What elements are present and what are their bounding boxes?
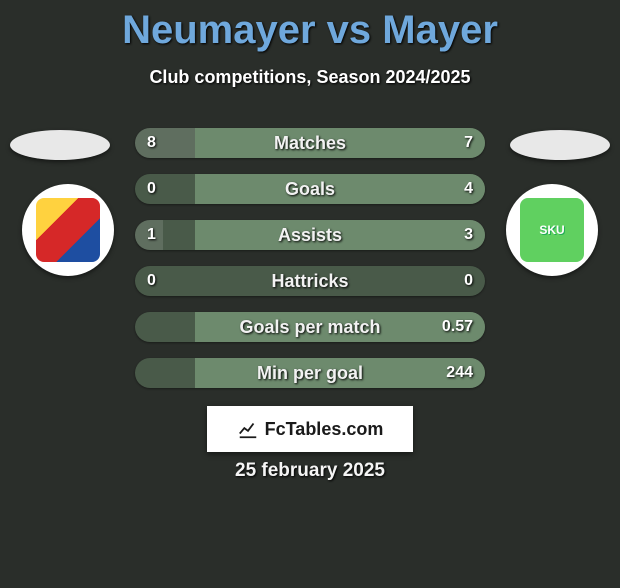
stat-bar-value-right: 3 xyxy=(464,220,473,250)
page-title: Neumayer vs Mayer xyxy=(0,8,620,53)
player-avatar-left xyxy=(10,130,110,160)
chart-icon xyxy=(237,418,259,440)
club-badge-right-inner: SKU xyxy=(520,198,584,262)
stat-bar-value-left: 8 xyxy=(147,128,156,158)
stat-bar: Hattricks0 0 xyxy=(135,266,485,296)
stat-bar-value-right: 0.57 xyxy=(442,312,473,342)
stat-bar-label: Matches xyxy=(135,128,485,158)
player-avatar-right xyxy=(510,130,610,160)
stat-bar-label: Goals per match xyxy=(135,312,485,342)
stat-bar: Assists1 3 xyxy=(135,220,485,250)
date-text: 25 february 2025 xyxy=(0,460,620,482)
club-badge-left xyxy=(22,184,114,276)
stat-bar-value-left: 0 xyxy=(147,174,156,204)
stat-bar-value-right: 244 xyxy=(446,358,473,388)
stat-bars: Matches87Goals04Assists13Hattricks00Goal… xyxy=(135,128,485,388)
stat-bar-label: Goals xyxy=(135,174,485,204)
stat-bar: Goals per match0.57 xyxy=(135,312,485,342)
stat-bar-value-left: 1 xyxy=(147,220,156,250)
stat-bar: Goals0 4 xyxy=(135,174,485,204)
stat-bar-label: Min per goal xyxy=(135,358,485,388)
page-subtitle: Club competitions, Season 2024/2025 xyxy=(0,67,620,88)
branding-badge: FcTables.com xyxy=(207,406,413,452)
stat-bar: Matches8 7 xyxy=(135,128,485,158)
stat-bar-value-left: 0 xyxy=(147,266,156,296)
stat-bar: Min per goal244 xyxy=(135,358,485,388)
branding-text: FcTables.com xyxy=(265,419,384,440)
club-badge-left-inner xyxy=(36,198,100,262)
stat-bar-label: Hattricks xyxy=(135,266,485,296)
stat-bar-value-right: 0 xyxy=(464,266,473,296)
stat-bar-label: Assists xyxy=(135,220,485,250)
stat-bar-value-right: 7 xyxy=(464,128,473,158)
stat-bar-value-right: 4 xyxy=(464,174,473,204)
club-badge-right: SKU xyxy=(506,184,598,276)
